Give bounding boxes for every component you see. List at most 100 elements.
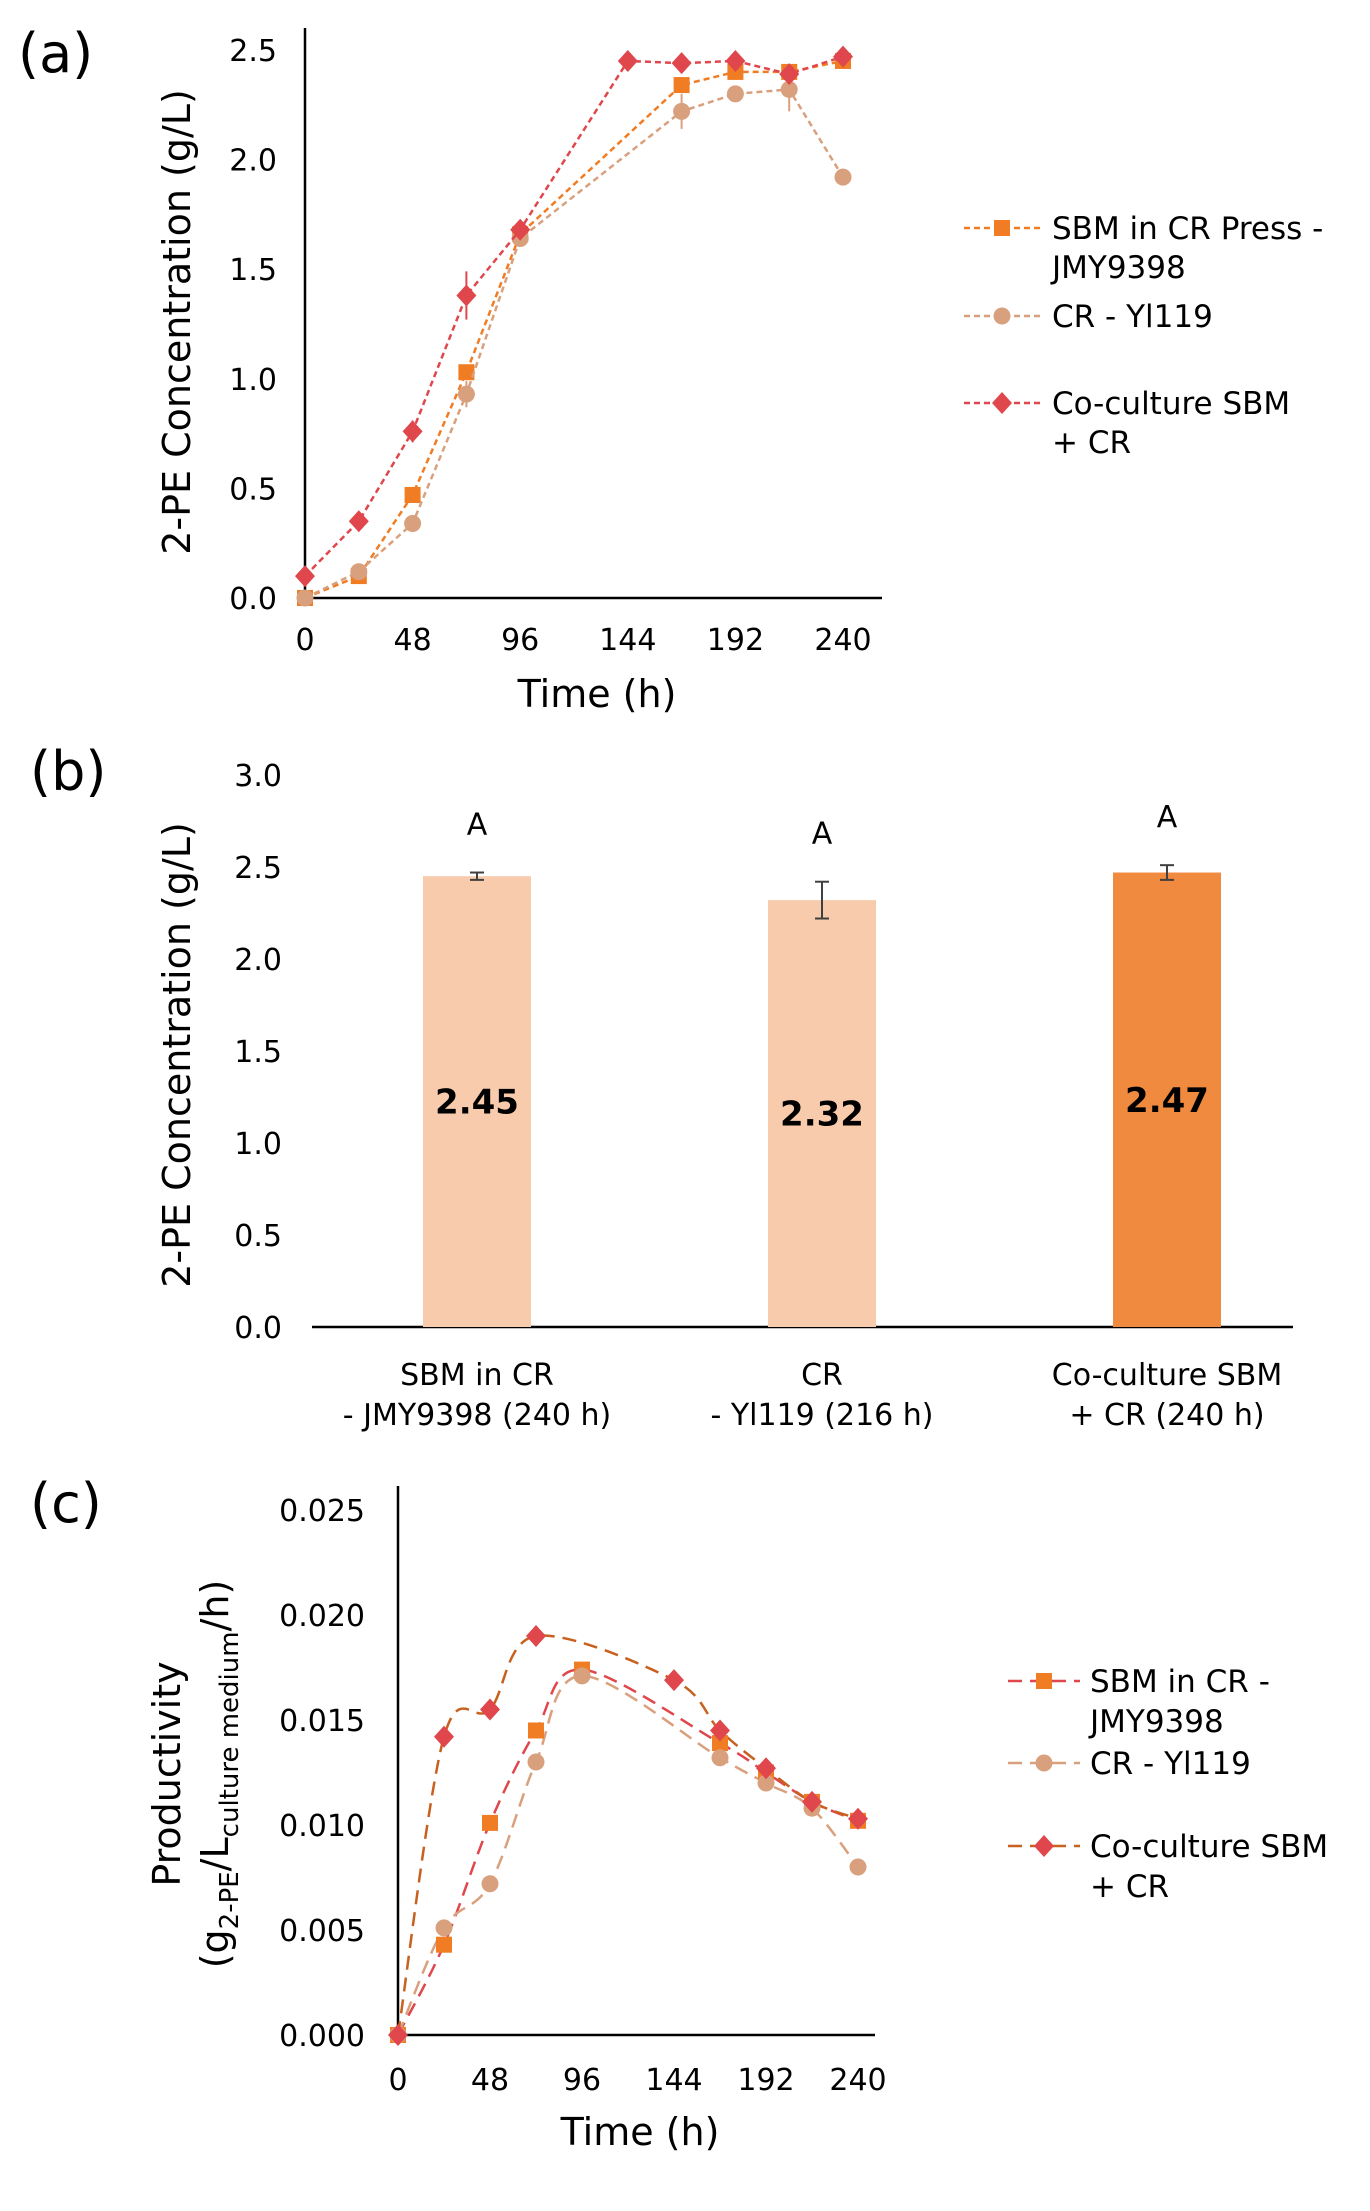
panel-c-data-point [802, 1790, 822, 1813]
panel-c-data-point [434, 1725, 454, 1748]
panel-c-data-point [848, 1807, 868, 1830]
panel-a-label: (a) [18, 22, 93, 85]
panel-c-data-point [849, 1858, 867, 1876]
panel-b-data-label: 2.32 [780, 1095, 864, 1135]
panel-c-y-axis-title-line2: (g2-PE/Lculture medium/h) [193, 1580, 245, 1969]
panel-a-data-point [350, 563, 368, 581]
panel-a-data-point [510, 218, 531, 241]
panel-a-y-tick-label: 2.5 [229, 34, 277, 69]
panel-c-y-tick-label: 0.010 [279, 1809, 365, 1844]
panel-c-data-point [435, 1919, 453, 1937]
panel-c-data-point [527, 1753, 545, 1771]
panel-c-ylabel-suffix: /h) [193, 1580, 237, 1632]
panel-a-y-tick-label: 1.5 [229, 253, 277, 288]
panel-a-data-point [348, 510, 369, 533]
panel-c-data-point [711, 1749, 729, 1767]
panel-b-category-label: Co-culture SBM [1052, 1358, 1282, 1393]
panel-a-data-point [833, 45, 853, 68]
panel-c-data-point [757, 1774, 775, 1792]
panel-a-data-point [295, 565, 315, 588]
panel-a-data-point [725, 49, 746, 72]
panel-a-y-axis-title: 2-PE Concentration (g/L) [155, 89, 199, 555]
panel-b-y-tick-label: 1.5 [234, 1035, 282, 1070]
panel-a-x-tick-label: 0 [295, 623, 314, 658]
panel-a-data-point [402, 420, 423, 443]
panel-a-legend-marker [994, 220, 1010, 236]
panel-c-data-point [481, 1875, 499, 1893]
panel-b-y-tick-label: 0.0 [234, 1311, 282, 1346]
panel-c-x-tick-label: 144 [645, 2063, 702, 2098]
panel-a-legend-label: CR - Yl119 [1052, 299, 1213, 335]
panel-c-legend-marker [1035, 1754, 1053, 1772]
panel-c-ylabel-mid: /L [193, 1837, 237, 1871]
panel-b-category-label: - JMY9398 (240 h) [343, 1398, 612, 1433]
panel-c-y-tick-label: 0.020 [279, 1599, 365, 1634]
panel-c-data-point [436, 1936, 452, 1953]
panel-a-series-line [304, 59, 844, 600]
panel-a-x-tick-label: 144 [599, 623, 656, 658]
panel-b-category-label: + CR (240 h) [1069, 1398, 1264, 1433]
panel-a-data-point [404, 514, 422, 532]
panel-a-x-tick-label: 96 [501, 623, 539, 658]
panel-c-y-tick-label: 0.015 [279, 1704, 365, 1739]
panel-a-data-point [673, 77, 690, 94]
panel-a-legend-label: JMY9398 [1050, 250, 1186, 286]
panel-c-legend-marker [1034, 1835, 1054, 1857]
panel-a-data-point [780, 80, 798, 98]
panel-c-ylabel-sub2: culture medium [215, 1631, 245, 1837]
panel-c-data-point [388, 2024, 408, 2046]
panel-c-y-tick-label: 0.000 [279, 2019, 365, 2054]
panel-c-data-point [710, 1719, 730, 1742]
panel-b-label: (b) [30, 740, 106, 803]
panel-b-category-label: SBM in CR [400, 1358, 554, 1393]
panel-b-significance-letter: A [812, 817, 833, 852]
panel-a-data-point [404, 486, 421, 503]
panel-a-x-tick-label: 48 [394, 623, 432, 658]
panel-a-x-axis-title: Time (h) [517, 672, 677, 716]
panel-c-legend-label: + CR [1090, 1869, 1169, 1905]
panel-c-ylabel-prefix: (g [193, 1929, 237, 1968]
panel-c-data-point [664, 1669, 684, 1692]
panel-b-bar [1113, 872, 1221, 1327]
panel-b-significance-letter: A [467, 808, 488, 843]
panel-a-y-tick-label: 0.0 [229, 582, 277, 617]
panel-a-y-tick-label: 0.5 [229, 472, 277, 507]
panel-a: (a) 0.0 0.5 1.0 1.5 2.0 2.5 0 48 96 144 192 240 2-… [18, 22, 1323, 716]
panel-c-x-tick-label: 240 [829, 2063, 886, 2098]
panel-a-legend-label: SBM in CR Press - [1052, 211, 1323, 247]
panel-c-series-line [396, 1668, 859, 2036]
panel-c-data-point [482, 1814, 498, 1831]
panel-c-data-point [712, 1735, 728, 1752]
panel-b-significance-letter: A [1157, 800, 1178, 835]
panel-c-label: (c) [30, 1472, 102, 1535]
panel-b-y-tick-label: 1.0 [234, 1127, 282, 1162]
panel-b-data-label: 2.45 [435, 1083, 519, 1123]
panel-b-y-axis-title: 2-PE Concentration (g/L) [155, 822, 199, 1288]
panel-c-x-tick-label: 48 [471, 2063, 509, 2098]
panel-c-ylabel-sub1: 2-PE [215, 1871, 245, 1929]
panel-a-data-point [726, 85, 744, 103]
panel-a-series-line [304, 55, 844, 577]
panel-b-bar [423, 876, 531, 1327]
panel-b-y-tick-label: 2.0 [234, 943, 282, 978]
panel-c: (c) 0.000 0.005 0.010 0.015 0.020 0.025 0 48 96… [30, 1472, 1328, 2154]
panel-c-x-tick-label: 0 [388, 2063, 407, 2098]
panel-a-data-point [456, 284, 477, 307]
panel-a-legend-marker [993, 307, 1011, 325]
panel-c-series-line [396, 1634, 859, 2036]
panel-c-x-tick-label: 96 [563, 2063, 601, 2098]
panel-b-category-label: - Yl119 (216 h) [710, 1398, 933, 1433]
panel-a-x-tick-label: 240 [814, 623, 871, 658]
panel-c-legend-label: JMY9398 [1088, 1704, 1224, 1740]
panel-b-category-label: CR [801, 1358, 843, 1393]
panel-c-data-point [573, 1667, 591, 1685]
panel-c-x-axis-title: Time (h) [560, 2110, 720, 2154]
panel-c-y-axis-title-line1: Productivity [145, 1661, 189, 1886]
panel-c-data-point [480, 1698, 500, 1721]
panel-c-legend-label: SBM in CR - [1090, 1664, 1270, 1700]
panel-a-data-point [671, 52, 692, 75]
panel-b-y-tick-label: 3.0 [234, 759, 282, 794]
panel-c-legend-label: Co-culture SBM [1090, 1829, 1328, 1865]
panel-a-data-point [779, 63, 800, 86]
